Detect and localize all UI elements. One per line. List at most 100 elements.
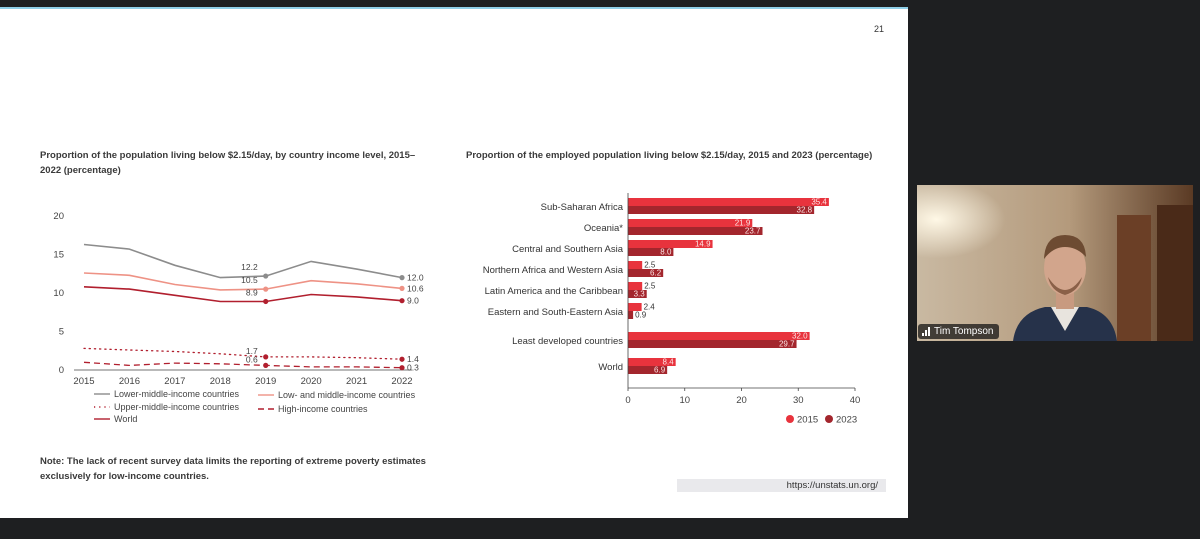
data-point-marker [263,286,269,292]
x-tick-label: 2021 [346,376,367,387]
series-line [83,272,403,291]
participant-name: Tim Tompson [934,326,994,337]
bar [628,366,668,374]
source-url: https://unstats.un.org/ [786,480,878,491]
x-tick-label: 10 [679,395,690,406]
bar [628,340,797,348]
data-label: 0.6 [246,354,258,364]
x-tick-label: 40 [850,395,861,406]
presentation-slide: 21 Proportion of the population living b… [0,7,908,518]
legend-dot [786,415,794,423]
series-line [83,286,403,303]
line-chart: 0 5 10 15 20 2015 2016 2017 2018 2019 2020 2021 2022… [53,211,424,424]
signal-bars-icon [922,327,930,336]
bar-value-label: 29.7 [779,340,795,349]
data-point-marker [263,298,269,305]
bar-value-label: 23.7 [745,227,761,236]
bar-chart: Sub-Saharan Africa Oceania* Central and So… [483,193,861,425]
category-label: Central and Southern Asia [512,244,624,255]
bar-value-label: 2.4 [644,303,656,312]
data-point-marker [263,354,269,360]
y-tick-label: 10 [53,288,64,299]
bar [628,219,753,227]
bar-value-label: 14.9 [695,240,711,249]
series-line [83,347,403,360]
bar [628,261,643,269]
bar-value-label: 2.5 [644,261,656,270]
bar-value-label: 8.4 [663,358,675,367]
bar [628,248,674,256]
category-label: Northern Africa and Western Asia [483,265,624,276]
legend-label: High-income countries [278,404,368,414]
bar [628,311,634,319]
data-label: 1.4 [407,354,419,364]
chart-note: Note: The lack of recent survey data lim… [40,456,426,482]
data-label: 1.7 [246,346,258,356]
participant-name-tag: Tim Tompson [918,324,1000,339]
legend-label: 2023 [836,415,857,425]
data-label: 8.9 [246,287,258,297]
data-point-marker [399,275,405,281]
legend-label: World [114,414,137,424]
legend-label: Lower-middle-income countries [114,389,240,399]
x-tick-label: 30 [793,395,804,406]
x-tick-label: 2020 [301,376,322,387]
data-point-marker [263,362,269,368]
slide-page-number: 21 [873,24,884,34]
x-tick-label: 2017 [164,376,185,387]
data-label: 9.0 [407,296,419,306]
bar [628,282,643,290]
category-label: World [598,362,623,373]
bar [628,227,763,235]
x-tick-label: 2022 [391,376,412,387]
bar [628,206,815,214]
bar-value-label: 2.5 [644,282,656,291]
y-tick-label: 5 [59,327,64,338]
bar [628,240,713,248]
category-label: Latin America and the Caribbean [485,286,623,297]
data-label: 0.3 [407,363,419,373]
bar [628,198,829,206]
bar-value-label: 21.9 [735,219,751,228]
line-chart-title: Proportion of the population living belo… [40,150,416,176]
data-label: 10.5 [241,275,258,285]
data-label: 12.2 [241,262,258,272]
source-url-box: https://unstats.un.org/ [677,479,886,492]
legend-dot [825,415,833,423]
category-label: Eastern and South-Eastern Asia [488,307,624,318]
data-point-marker [399,365,405,371]
bar-value-label: 0.9 [635,311,647,320]
bar [628,269,664,277]
participant-video-feed [917,185,1193,341]
bar [628,303,642,311]
data-point-marker [399,285,405,291]
category-label: Oceania* [584,223,623,234]
data-label: 10.6 [407,283,424,293]
x-tick-label: 2016 [119,376,140,387]
bar-value-label: 35.4 [811,198,827,207]
bar [628,332,810,340]
legend-label: Upper-middle-income countries [114,402,240,412]
x-tick-label: 0 [625,395,630,406]
data-point-marker [399,298,405,304]
data-point-marker [399,356,405,362]
data-point-marker [263,273,269,279]
bar-value-label: 6.9 [654,366,666,375]
x-tick-label: 2015 [73,376,94,387]
data-label: 12.0 [407,273,424,283]
bar-value-label: 8.0 [660,248,672,257]
bar-value-label: 3.3 [634,290,646,299]
x-tick-label: 2018 [210,376,231,387]
x-tick-label: 2019 [255,376,276,387]
bar [628,290,647,298]
participant-video-tile[interactable]: Tim Tompson [917,185,1193,341]
y-tick-label: 20 [53,211,64,222]
bar-value-label: 32.8 [797,206,813,215]
series-line [83,361,403,369]
bar-value-label: 32.0 [792,332,808,341]
legend-label: 2015 [797,415,818,425]
category-label: Least developed countries [512,336,623,347]
category-label: Sub-Saharan Africa [541,202,624,213]
legend-label: Low- and middle-income countries [278,390,416,400]
y-tick-label: 15 [53,250,64,261]
